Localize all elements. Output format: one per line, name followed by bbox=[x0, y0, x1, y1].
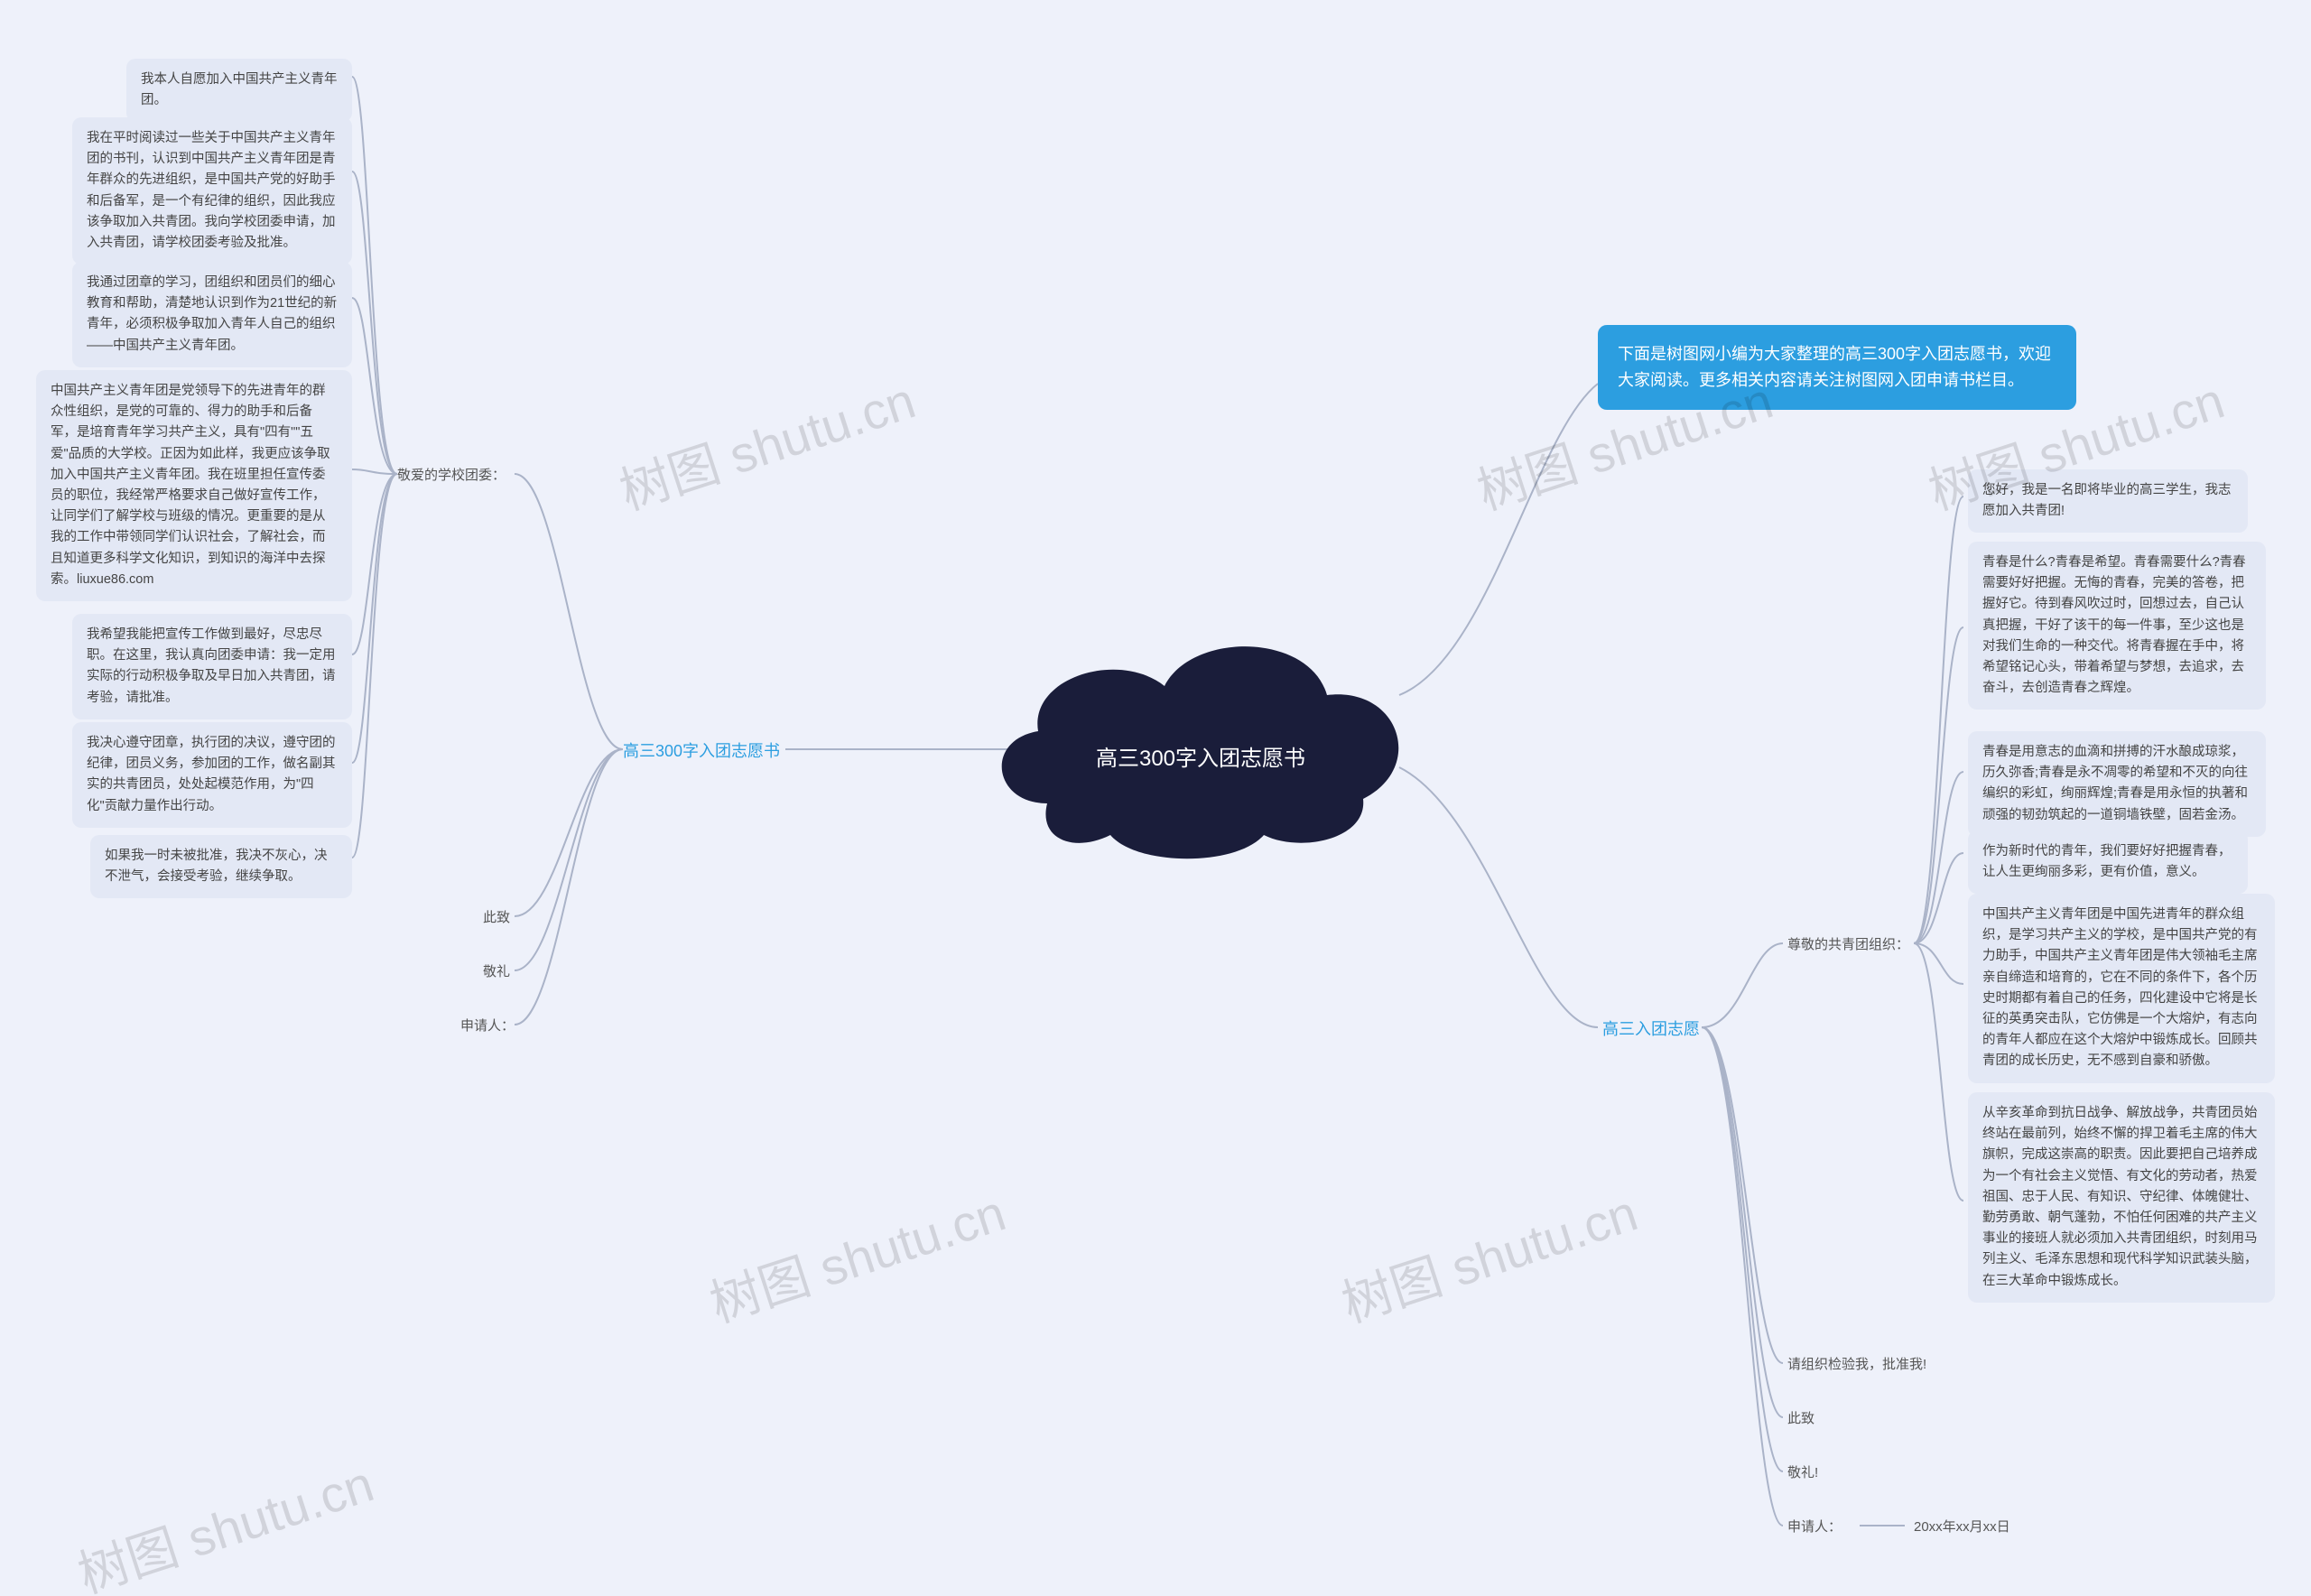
right-r4: 作为新时代的青年，我们要好好把握青春，让人生更绚丽多彩，更有价值，意义。 bbox=[1968, 830, 2248, 894]
right-r1: 您好，我是一名即将毕业的高三学生，我志愿加入共青团! bbox=[1968, 469, 2248, 533]
right-r10b: 20xx年xx月xx日 bbox=[1914, 1517, 2010, 1536]
left-p6: 我决心遵守团章，执行团的决议，遵守团的纪律，团员义务，参加团的工作，做名副其实的… bbox=[72, 722, 352, 828]
right-r3: 青春是用意志的血滴和拼搏的汗水酿成琼浆，历久弥香;青春是永不凋零的希望和不灭的向… bbox=[1968, 731, 2266, 837]
left-sub-label: 敬爱的学校团委： bbox=[397, 465, 506, 484]
left-p1: 我本人自愿加入中国共产主义青年团。 bbox=[126, 59, 352, 122]
left-p4: 中国共产主义青年团是党领导下的先进青年的群众性组织，是党的可靠的、得力的助手和后… bbox=[36, 370, 352, 601]
left-p3: 我通过团章的学习，团组织和团员们的细心教育和帮助，清楚地认识到作为21世纪的新青… bbox=[72, 262, 352, 367]
center-title: 高三300字入团志愿书 bbox=[1079, 740, 1323, 772]
right-r9: 敬礼! bbox=[1787, 1462, 1818, 1481]
right-branch-label: 高三入团志愿 bbox=[1602, 1016, 1700, 1040]
right-r6: 从辛亥革命到抗日战争、解放战争，共青团员始终站在最前列，始终不懈的捍卫着毛主席的… bbox=[1968, 1092, 2275, 1303]
left-p8: 此致 bbox=[483, 907, 510, 926]
right-r10a: 申请人： bbox=[1787, 1517, 1842, 1536]
left-p9: 敬礼 bbox=[483, 961, 510, 980]
left-p2: 我在平时阅读过一些关于中国共产主义青年团的书刊，认识到中国共产主义青年团是青年群… bbox=[72, 117, 352, 264]
right-sub-label: 尊敬的共青团组织： bbox=[1787, 934, 1909, 953]
right-r5: 中国共产主义青年团是中国先进青年的群众组织，是学习共产主义的学校，是中国共产党的… bbox=[1968, 894, 2275, 1083]
left-p5: 我希望我能把宣传工作做到最好，尽忠尽职。在这里，我认真向团委申请：我一定用实际的… bbox=[72, 614, 352, 719]
right-r8: 此致 bbox=[1787, 1408, 1814, 1427]
left-branch-label: 高三300字入团志愿书 bbox=[623, 738, 780, 762]
right-r2: 青春是什么?青春是希望。青春需要什么?青春需要好好把握。无悔的青春，完美的答卷，… bbox=[1968, 542, 2266, 710]
right-r7: 请组织检验我，批准我! bbox=[1787, 1354, 1926, 1373]
intro-box: 下面是树图网小编为大家整理的高三300字入团志愿书，欢迎大家阅读。更多相关内容请… bbox=[1598, 325, 2076, 410]
left-p7: 如果我一时未被批准，我决不灰心，决不泄气，会接受考验，继续争取。 bbox=[90, 835, 352, 898]
left-p10: 申请人： bbox=[460, 1016, 515, 1035]
